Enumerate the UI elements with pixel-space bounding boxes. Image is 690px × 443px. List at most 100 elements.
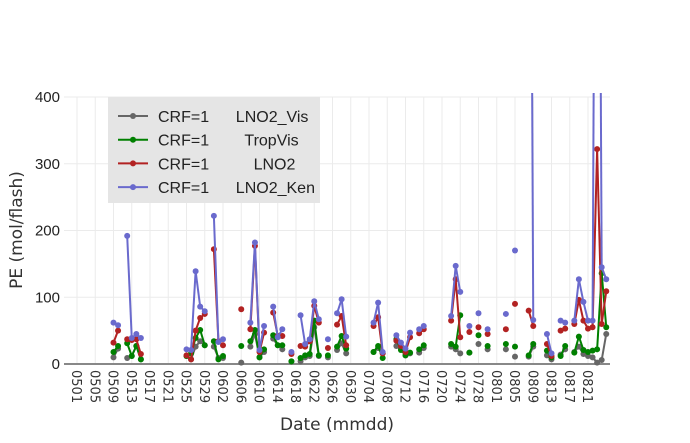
data-point xyxy=(110,348,117,355)
data-point xyxy=(306,336,313,343)
data-point xyxy=(238,306,245,313)
data-point xyxy=(261,346,268,353)
series-line-segment xyxy=(258,325,266,351)
data-point xyxy=(197,314,204,321)
x-tick-label: 0513 xyxy=(123,370,138,403)
data-point xyxy=(370,348,377,355)
x-tick-label: 0805 xyxy=(506,370,521,403)
data-point xyxy=(110,339,117,346)
data-point xyxy=(128,334,135,341)
series-line-segment xyxy=(454,279,462,338)
series-line-segment xyxy=(308,320,316,355)
legend-background xyxy=(108,97,320,203)
series-line-segment xyxy=(272,306,279,338)
data-point xyxy=(475,340,482,347)
series-line-segment xyxy=(308,301,316,340)
data-point xyxy=(192,327,199,334)
data-point xyxy=(594,346,601,353)
series-line-segment xyxy=(545,333,553,354)
data-point xyxy=(115,342,122,349)
data-point xyxy=(603,276,610,283)
data-point xyxy=(197,326,204,333)
data-point xyxy=(420,342,427,349)
x-tick-label: 0610 xyxy=(251,370,266,403)
data-point xyxy=(466,349,473,356)
data-point xyxy=(484,326,491,333)
series-line-segment xyxy=(340,299,348,337)
data-point xyxy=(256,346,263,353)
y-tick-label: 100 xyxy=(35,289,60,306)
x-tick-label: 0501 xyxy=(68,370,83,403)
series-line-segment xyxy=(313,320,320,356)
data-point xyxy=(315,352,322,359)
data-point xyxy=(302,340,309,347)
data-point xyxy=(251,239,258,246)
data-point xyxy=(324,344,331,351)
x-tick-label: 0525 xyxy=(178,370,193,403)
legend-marker xyxy=(130,160,136,167)
x-tick-label: 0602 xyxy=(214,370,229,403)
x-tick-label: 0505 xyxy=(86,370,101,403)
data-point xyxy=(220,336,226,343)
data-point xyxy=(397,339,404,346)
data-point xyxy=(475,310,482,317)
data-point xyxy=(525,307,532,314)
series-line-segment xyxy=(600,333,608,361)
data-point xyxy=(530,322,537,329)
series-line-segment xyxy=(600,273,608,328)
legend-marker xyxy=(130,136,136,143)
data-point xyxy=(484,342,491,349)
data-point xyxy=(247,319,254,326)
data-point xyxy=(580,298,587,305)
legend-marker xyxy=(130,113,136,119)
data-point xyxy=(370,319,377,326)
data-point xyxy=(484,330,491,337)
data-point xyxy=(270,332,277,339)
data-point xyxy=(137,356,144,363)
data-point xyxy=(571,349,578,356)
data-point xyxy=(133,330,140,337)
data-point xyxy=(562,319,569,326)
data-point xyxy=(220,342,226,349)
data-point xyxy=(530,316,537,323)
series-line-segment xyxy=(599,93,603,268)
y-axis-title: PE (mol/flash) xyxy=(7,171,27,289)
y-tick-label: 300 xyxy=(35,156,60,173)
data-point xyxy=(270,303,277,310)
data-point xyxy=(402,345,409,352)
data-point xyxy=(525,352,532,359)
data-point xyxy=(210,212,217,219)
data-point xyxy=(502,326,509,333)
x-tick-label: 0712 xyxy=(397,370,412,403)
data-point xyxy=(466,328,473,335)
series-3 xyxy=(110,93,610,357)
data-point xyxy=(457,350,464,357)
data-point xyxy=(306,350,313,357)
x-tick-label: 0813 xyxy=(543,370,558,403)
data-point xyxy=(562,342,569,349)
data-point xyxy=(585,317,591,324)
data-point xyxy=(279,332,286,339)
x-tick-label: 0720 xyxy=(433,370,448,403)
data-point xyxy=(452,343,459,350)
data-point xyxy=(575,276,582,283)
series-line-segment xyxy=(194,271,202,307)
series-line-segment xyxy=(190,330,197,360)
x-tick-label: 0521 xyxy=(159,370,174,403)
data-point xyxy=(343,350,350,357)
data-point xyxy=(215,338,222,345)
legend-label: CRF=1 LNO2_Ken xyxy=(158,180,315,197)
x-tick-label: 0704 xyxy=(360,370,375,403)
x-tick-label: 0614 xyxy=(269,370,284,403)
x-tick-label: 0809 xyxy=(524,370,539,403)
data-point xyxy=(210,338,217,345)
data-point xyxy=(256,354,263,361)
x-tick-label: 0626 xyxy=(324,370,339,403)
series-line-segment xyxy=(253,242,261,351)
plot-area xyxy=(110,93,610,366)
data-point xyxy=(420,322,427,329)
series-line-segment xyxy=(190,271,197,351)
series-line-segment xyxy=(450,265,457,317)
data-point xyxy=(416,326,423,333)
